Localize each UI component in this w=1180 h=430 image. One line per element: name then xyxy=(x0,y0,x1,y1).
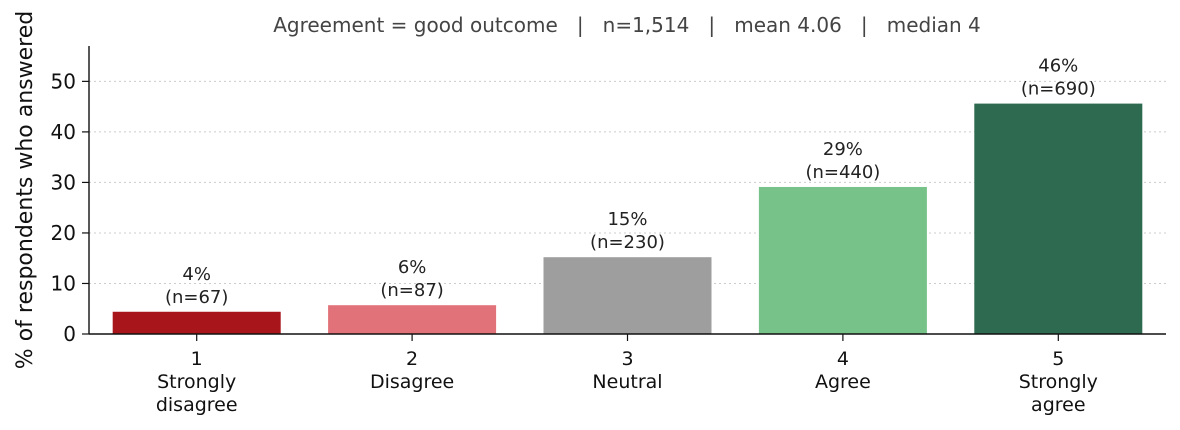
bar xyxy=(758,186,927,334)
x-tick-code: 5 xyxy=(1052,348,1064,370)
y-axis-label: % of respondents who answered xyxy=(13,11,38,369)
x-tick-label: Neutral xyxy=(592,371,662,393)
x-tick-label: Strongly xyxy=(1019,371,1098,393)
y-tick-label: 0 xyxy=(63,322,76,346)
bar-percent-label: 15% xyxy=(607,209,647,230)
y-tick-label: 40 xyxy=(51,120,76,144)
x-tick-label: Strongly xyxy=(157,371,236,393)
bar xyxy=(543,257,712,334)
y-axis: 0 10 20 30 40 50 xyxy=(51,46,90,346)
bar-count-label: (n=440) xyxy=(805,162,880,183)
x-tick-label: Disagree xyxy=(370,371,454,393)
chart-title: Agreement = good outcome | n=1,514 | mea… xyxy=(273,13,981,37)
x-tick-label: Agree xyxy=(815,371,871,393)
bar xyxy=(974,103,1143,334)
bar-count-label: (n=87) xyxy=(380,280,443,301)
bar-labels: 4%(n=67) 6%(n=87) 15%(n=230) 29%(n=440) 46%(… xyxy=(165,56,1096,308)
bars xyxy=(112,103,1143,334)
x-axis: 1Stronglydisagree2Disagree3Neutral4Agree… xyxy=(89,333,1166,416)
x-tick-label: disagree xyxy=(156,394,238,416)
bar xyxy=(112,311,281,334)
x-tick-label: agree xyxy=(1031,394,1085,416)
y-tick-label: 10 xyxy=(51,271,76,295)
bar-count-label: (n=230) xyxy=(590,232,665,253)
bar-count-label: (n=690) xyxy=(1021,79,1096,100)
x-tick-code: 4 xyxy=(837,348,849,370)
x-tick-code: 3 xyxy=(621,348,633,370)
bar-percent-label: 46% xyxy=(1038,56,1078,77)
x-tick-code: 1 xyxy=(191,348,203,370)
y-tick-label: 20 xyxy=(51,221,76,245)
bar-percent-label: 6% xyxy=(398,257,427,278)
bar-percent-label: 29% xyxy=(823,139,863,160)
bar-count-label: (n=67) xyxy=(165,287,228,308)
y-tick-label: 30 xyxy=(51,170,76,194)
bar xyxy=(328,305,497,334)
bar-percent-label: 4% xyxy=(182,264,211,285)
y-tick-label: 50 xyxy=(51,69,76,93)
x-tick-code: 2 xyxy=(406,348,418,370)
